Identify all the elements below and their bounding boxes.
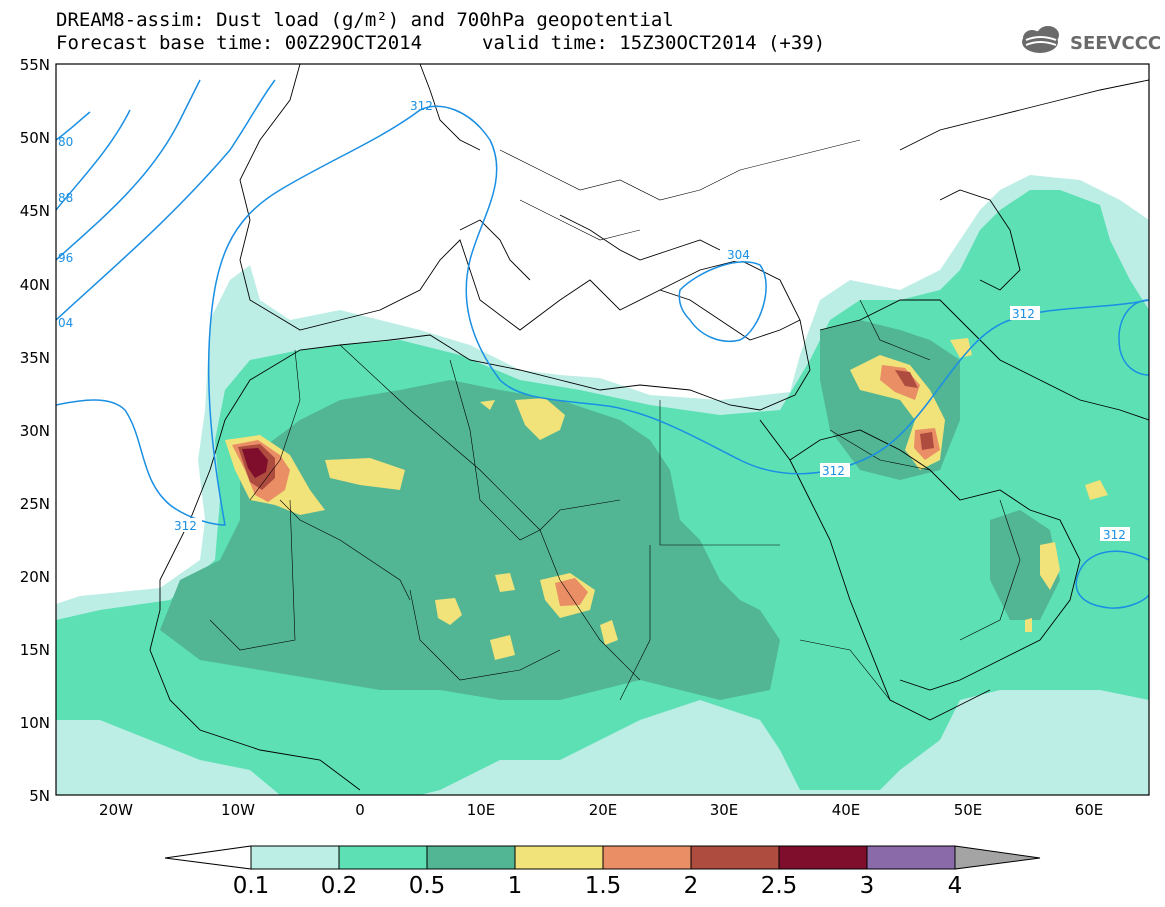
lat-label: 45N (20, 202, 50, 220)
seevccc-logo (1022, 26, 1059, 53)
dust-shading (56, 175, 1149, 795)
contour-label: 312 (1012, 307, 1035, 321)
lat-label: 10N (20, 714, 50, 732)
geopotential-contours (56, 79, 1149, 609)
contour-label: 88 (58, 191, 73, 205)
colorbar: 0.1 0.2 0.5 1 1.5 2 2.5 3 4 (164, 845, 1041, 899)
lat-label: 55N (20, 56, 50, 74)
colorbar-segment (514, 845, 604, 870)
lon-label: 0 (355, 801, 365, 819)
colorbar-label: 3 (860, 873, 875, 899)
contour-label: 80 (58, 135, 73, 149)
lat-label: 30N (20, 422, 50, 440)
lat-label: 25N (20, 495, 50, 513)
plot-frame (55, 63, 1150, 796)
colorbar-segment (338, 845, 428, 870)
lat-label: 5N (29, 787, 50, 805)
colorbar-segment (866, 845, 956, 870)
colorbar-label: 0.1 (233, 873, 270, 899)
lat-label: 35N (20, 349, 50, 367)
lat-label: 15N (20, 641, 50, 659)
coastlines-borders (149, 64, 1149, 791)
contour-labels: 312 304 312 312 312 312 80 88 96 04 (58, 99, 1130, 542)
lon-label: 60E (1075, 801, 1104, 819)
colorbar-segment (778, 845, 868, 870)
contour-label: 312 (1103, 528, 1126, 542)
colorbar-under-arrow (164, 845, 252, 870)
dust-level-2.5 (242, 448, 268, 478)
contour-label: 312 (410, 99, 433, 113)
lon-label: 10W (221, 801, 255, 819)
forecast-base-time: Forecast base time: 00Z29OCT2014 (56, 32, 423, 54)
colorbar-label: 0.2 (321, 873, 358, 899)
colorbar-label: 4 (948, 873, 963, 899)
colorbar-label: 1.5 (585, 873, 622, 899)
country-borders (209, 139, 1021, 701)
colorbar-segment (426, 845, 516, 870)
contour-label: 304 (727, 248, 750, 262)
colorbar-label: 2.5 (761, 873, 798, 899)
contour-label: 96 (58, 251, 73, 265)
dust-level-0.5 (160, 320, 1060, 700)
lat-label: 20N (20, 568, 50, 586)
map-title: DREAM8-assim: Dust load (g/m²) and 700hP… (56, 9, 674, 31)
contour-label: 04 (58, 316, 73, 330)
colorbar-over-arrow (954, 845, 1041, 870)
lon-label: 50E (954, 801, 983, 819)
lon-label: 20W (99, 801, 133, 819)
colorbar-label: 1 (508, 873, 523, 899)
lon-label: 30E (710, 801, 739, 819)
lon-label: 20E (589, 801, 618, 819)
longitude-labels: 20W 10W 0 10E 20E 30E 40E 50E 60E (99, 801, 1103, 819)
colorbar-label: 0.5 (409, 873, 446, 899)
colorbar-segment (602, 845, 692, 870)
lon-label: 10E (467, 801, 496, 819)
lat-label: 40N (20, 276, 50, 294)
lon-label: 40E (832, 801, 861, 819)
logo-text: SEEVCCC (1070, 33, 1162, 54)
contour-label: 312 (174, 519, 197, 533)
colorbar-label: 2 (684, 873, 699, 899)
valid-time: valid time: 15Z30OCT2014 (+39) (482, 32, 826, 54)
colorbar-segment (250, 845, 340, 870)
lat-label: 50N (20, 129, 50, 147)
colorbar-segment (690, 845, 780, 870)
contour-label: 312 (822, 464, 845, 478)
latitude-labels: 55N 50N 45N 40N 35N 30N 25N 20N 15N 10N … (20, 56, 50, 805)
